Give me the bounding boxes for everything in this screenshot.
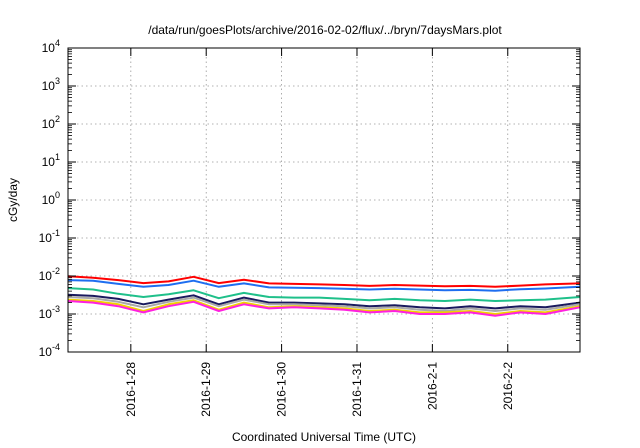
x-tick-label: 2016-1-29	[199, 362, 213, 417]
x-tick-label: 2016-1-28	[124, 362, 138, 417]
series-line-4	[67, 293, 581, 310]
y-tick-label: 10-4	[39, 342, 60, 359]
y-tick-labels: 10-4 10-3 10-2 10-1 100 101 102 103 104	[39, 38, 60, 359]
series-layer	[67, 275, 581, 317]
x-tick-labels: 2016-1-28 2016-1-29 2016-1-30 2016-1-31 2016…	[124, 362, 515, 417]
y-tick-label: 10-2	[39, 266, 60, 283]
y-tick-label: 10-1	[39, 228, 60, 245]
x-tick-label: 2016-1-30	[275, 362, 289, 417]
series-line-7	[67, 300, 581, 317]
y-tick-label: 103	[42, 76, 60, 93]
chart-title: /data/run/goesPlots/archive/2016-02-02/f…	[148, 23, 502, 37]
plot-frame	[67, 47, 581, 353]
y-tick-label: 104	[42, 38, 60, 55]
series-line-3	[67, 287, 581, 302]
y-tick-label: 100	[42, 190, 60, 207]
series-line-6	[67, 298, 581, 315]
y-tick-label: 101	[42, 152, 60, 169]
y-tick-label: 10-3	[39, 304, 60, 321]
series-line-2	[67, 279, 581, 292]
x-tick-label: 2016-2-2	[501, 362, 515, 410]
x-tick-label: 2016-2-1	[425, 362, 439, 410]
x-tick-label: 2016-1-31	[350, 362, 364, 417]
x-axis-label: Coordinated Universal Time (UTC)	[232, 430, 416, 444]
y-axis-label: cGy/day	[6, 178, 20, 222]
series-line-5	[67, 296, 581, 312]
y-tick-label: 102	[42, 114, 60, 131]
series-line-1	[67, 275, 581, 288]
